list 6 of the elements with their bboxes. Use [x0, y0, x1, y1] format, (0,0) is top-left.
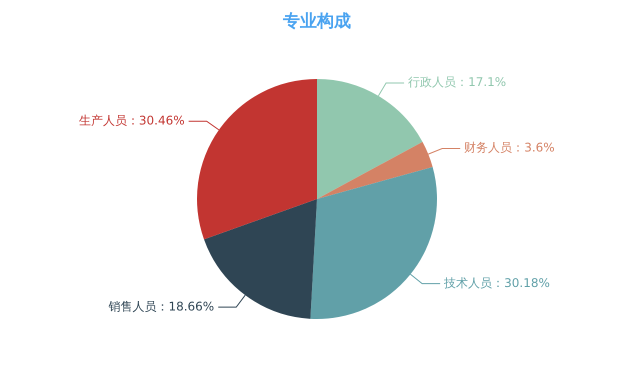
- slice-label: 生产人员：30.46%: [78, 113, 185, 128]
- slice-label: 销售人员：18.66%: [107, 299, 214, 314]
- slice-label: 财务人员：3.6%: [464, 140, 555, 155]
- chart-title: 专业构成: [282, 11, 351, 32]
- slice-label: 行政人员：17.1%: [408, 75, 506, 90]
- slice-label: 技术人员：30.18%: [443, 276, 550, 290]
